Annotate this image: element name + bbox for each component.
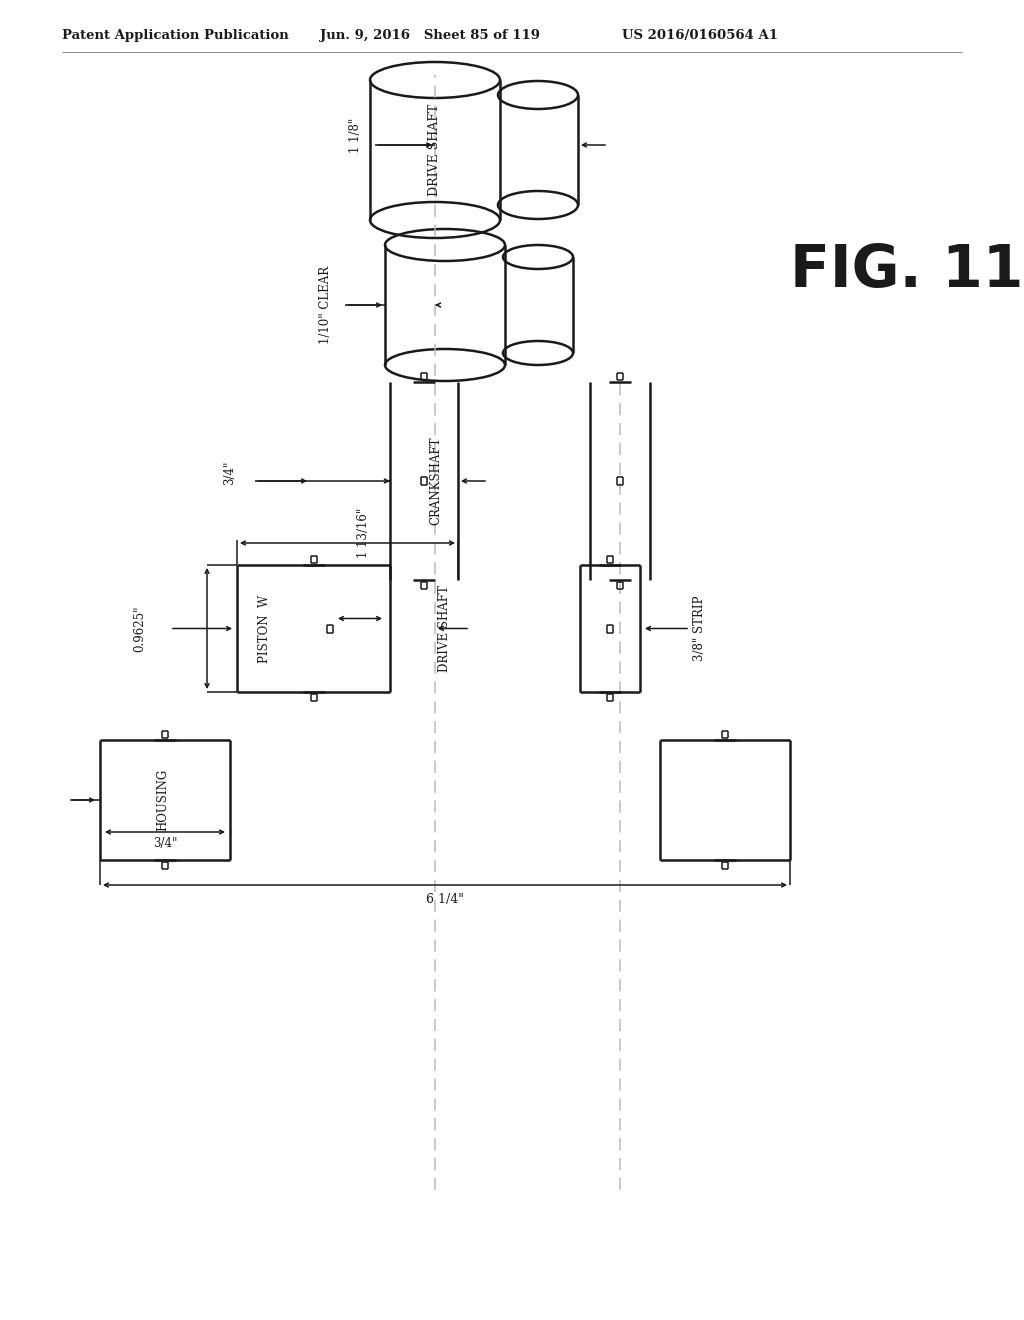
Text: 0.9625": 0.9625" bbox=[133, 606, 146, 652]
Text: 1/10" CLEAR: 1/10" CLEAR bbox=[318, 265, 332, 345]
Text: 1 1/8": 1 1/8" bbox=[348, 117, 361, 153]
Text: Patent Application Publication: Patent Application Publication bbox=[61, 29, 289, 41]
Text: HOUSING: HOUSING bbox=[157, 768, 170, 832]
Text: 1 13/16": 1 13/16" bbox=[357, 508, 371, 558]
Text: 3/4": 3/4" bbox=[223, 461, 237, 486]
Text: US 2016/0160564 A1: US 2016/0160564 A1 bbox=[622, 29, 778, 41]
Text: 3/4": 3/4" bbox=[153, 837, 177, 850]
Text: CRANKSHAFT: CRANKSHAFT bbox=[429, 437, 442, 525]
Text: 6 1/4": 6 1/4" bbox=[426, 892, 464, 906]
Text: FIG. 11: FIG. 11 bbox=[790, 242, 1023, 298]
Text: DRIVE SHAFT: DRIVE SHAFT bbox=[438, 585, 452, 672]
Text: PISTON  W: PISTON W bbox=[258, 594, 271, 663]
Text: Jun. 9, 2016   Sheet 85 of 119: Jun. 9, 2016 Sheet 85 of 119 bbox=[319, 29, 540, 41]
Text: 3/8" STRIP: 3/8" STRIP bbox=[693, 595, 707, 661]
Text: DRIVE SHAFT: DRIVE SHAFT bbox=[428, 104, 441, 197]
